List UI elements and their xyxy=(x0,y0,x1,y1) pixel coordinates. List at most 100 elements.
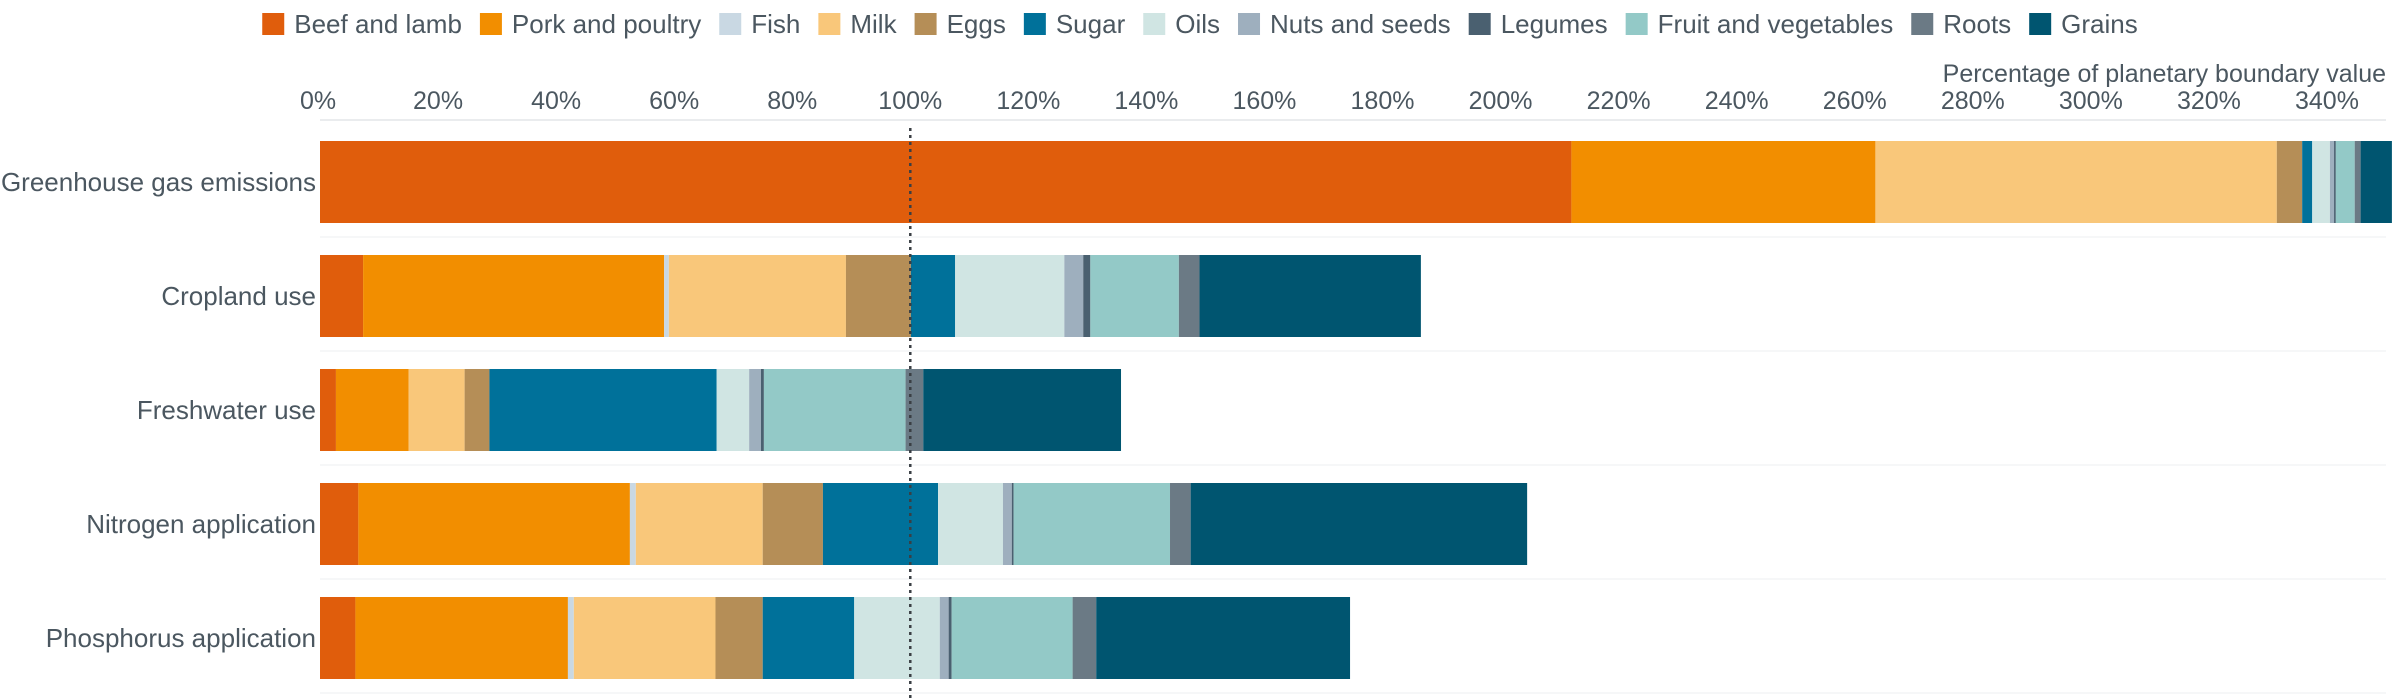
legend-label: Beef and lamb xyxy=(294,9,462,39)
bar-segment-beef-and-lamb xyxy=(320,483,359,565)
legend-label: Grains xyxy=(2061,9,2138,39)
bar-segment-grains xyxy=(1199,255,1421,337)
legend-label: Fruit and vegetables xyxy=(1658,9,1894,39)
x-tick-label: 120% xyxy=(996,87,1060,115)
legend-label: Oils xyxy=(1175,9,1220,39)
bar-segment-milk xyxy=(573,597,716,679)
bar-segment-nuts-and-seeds xyxy=(1002,483,1012,565)
legend-swatch xyxy=(1238,13,1261,35)
legend-item-milk: Milk xyxy=(818,9,898,39)
category-label: Nitrogen application xyxy=(86,509,316,539)
legend-label: Milk xyxy=(850,9,897,39)
bar-segment-sugar xyxy=(762,597,855,679)
legend-label: Sugar xyxy=(1056,9,1126,39)
x-tick-label: 180% xyxy=(1351,87,1415,115)
category-labels: Greenhouse gas emissions Cropland use Fres… xyxy=(1,167,316,653)
bar-segment-fruit-and-vegetables xyxy=(1090,255,1179,337)
legend-label: Roots xyxy=(1943,9,2011,39)
legend-swatch xyxy=(1468,13,1491,35)
bar-segment-pork-and-poultry xyxy=(355,597,568,679)
x-tick-label: 240% xyxy=(1705,87,1769,115)
bar-segment-sugar xyxy=(489,369,717,451)
x-tick-label: 20% xyxy=(413,87,463,115)
bar-segment-fish xyxy=(567,597,574,679)
bar-segment-nuts-and-seeds xyxy=(2329,141,2335,223)
bar-segment-sugar xyxy=(822,483,939,565)
bar-segment-oils xyxy=(854,597,940,679)
bar-segment-beef-and-lamb xyxy=(320,597,356,679)
legend-swatch xyxy=(818,13,841,35)
legend-swatch xyxy=(1625,13,1648,35)
x-tick-label: 160% xyxy=(1232,87,1296,115)
bar-segment-grains xyxy=(923,369,1122,451)
legend-swatch xyxy=(2029,13,2052,35)
legend-label: Fish xyxy=(751,9,800,39)
legend-item-fruit-and-vegetables: Fruit and vegetables xyxy=(1625,9,1894,39)
legend-label: Legumes xyxy=(1501,9,1608,39)
legend: Beef and lamb Pork and poultry Fish Milk Egg… xyxy=(262,9,2138,39)
bar-segment-oils xyxy=(955,255,1065,337)
bar-segment-pork-and-poultry xyxy=(363,255,665,337)
bar-segment-oils xyxy=(716,369,750,451)
x-tick-label: 300% xyxy=(2059,87,2123,115)
x-tick-label: 40% xyxy=(531,87,581,115)
bar-segment-beef-and-lamb xyxy=(320,141,1572,223)
legend-item-pork-and-poultry: Pork and poultry xyxy=(479,9,701,39)
legend-swatch xyxy=(1023,13,1046,35)
bar-segment-sugar xyxy=(910,255,956,337)
bar-segment-roots xyxy=(905,369,924,451)
bar-segment-eggs xyxy=(2276,141,2303,223)
bar-segment-milk xyxy=(635,483,763,565)
legend-item-grains: Grains xyxy=(2029,9,2138,39)
legend-item-beef-and-lamb: Beef and lamb xyxy=(262,9,462,39)
gridlines xyxy=(320,236,2386,694)
category-label: Phosphorus application xyxy=(46,623,316,653)
legend-item-eggs: Eggs xyxy=(914,9,1006,39)
x-axis-title: Percentage of planetary boundary value xyxy=(1943,60,2386,88)
bar-segment-beef-and-lamb xyxy=(320,255,364,337)
legend-label: Eggs xyxy=(947,9,1006,39)
legend-swatch xyxy=(719,13,742,35)
bar-segment-fruit-and-vegetables xyxy=(2335,141,2355,223)
bar-segment-legumes xyxy=(948,597,952,679)
bar-segment-eggs xyxy=(464,369,490,451)
bar-segment-pork-and-poultry xyxy=(335,369,409,451)
bar-segment-legumes xyxy=(2334,141,2336,223)
legend-item-oils: Oils xyxy=(1143,9,1220,39)
x-tick-label: 100% xyxy=(878,87,942,115)
legend-label: Nuts and seeds xyxy=(1270,9,1451,39)
bar-segment-milk xyxy=(1875,141,2277,223)
x-tick-label: 260% xyxy=(1823,87,1887,115)
bar-segment-legumes xyxy=(1011,483,1014,565)
legend-swatch xyxy=(479,13,502,35)
bar-segment-nuts-and-seeds xyxy=(1064,255,1084,337)
bar-segment-grains xyxy=(1096,597,1351,679)
bar-segment-nuts-and-seeds xyxy=(749,369,761,451)
bar-segment-roots xyxy=(1072,597,1097,679)
bar-segment-legumes xyxy=(1083,255,1091,337)
bar-segment-grains xyxy=(1190,483,1528,565)
x-tick-label: 320% xyxy=(2177,87,2241,115)
bar-segment-eggs xyxy=(715,597,763,679)
legend-swatch xyxy=(1911,13,1934,35)
bar-segment-sugar xyxy=(2302,141,2313,223)
bars xyxy=(320,141,2392,679)
bar-segment-oils xyxy=(2312,141,2330,223)
bar-segment-fruit-and-vegetables xyxy=(951,597,1073,679)
legend-swatch xyxy=(1143,13,1166,35)
bar-segment-fish xyxy=(664,255,669,337)
x-tick-label: 200% xyxy=(1469,87,1533,115)
legend-item-fish: Fish xyxy=(719,9,800,39)
bar-segment-oils xyxy=(938,483,1003,565)
bar-segment-legumes xyxy=(760,369,764,451)
x-tick-label: 280% xyxy=(1941,87,2005,115)
category-label: Greenhouse gas emissions xyxy=(1,167,316,197)
legend-swatch xyxy=(262,13,285,35)
legend-item-roots: Roots xyxy=(1911,9,2011,39)
x-tick-label: 140% xyxy=(1114,87,1178,115)
bar-segment-grains xyxy=(2360,141,2392,223)
bar-segment-fish xyxy=(629,483,636,565)
x-tick-label: 0% xyxy=(300,87,336,115)
bar-segment-pork-and-poultry xyxy=(1571,141,1876,223)
